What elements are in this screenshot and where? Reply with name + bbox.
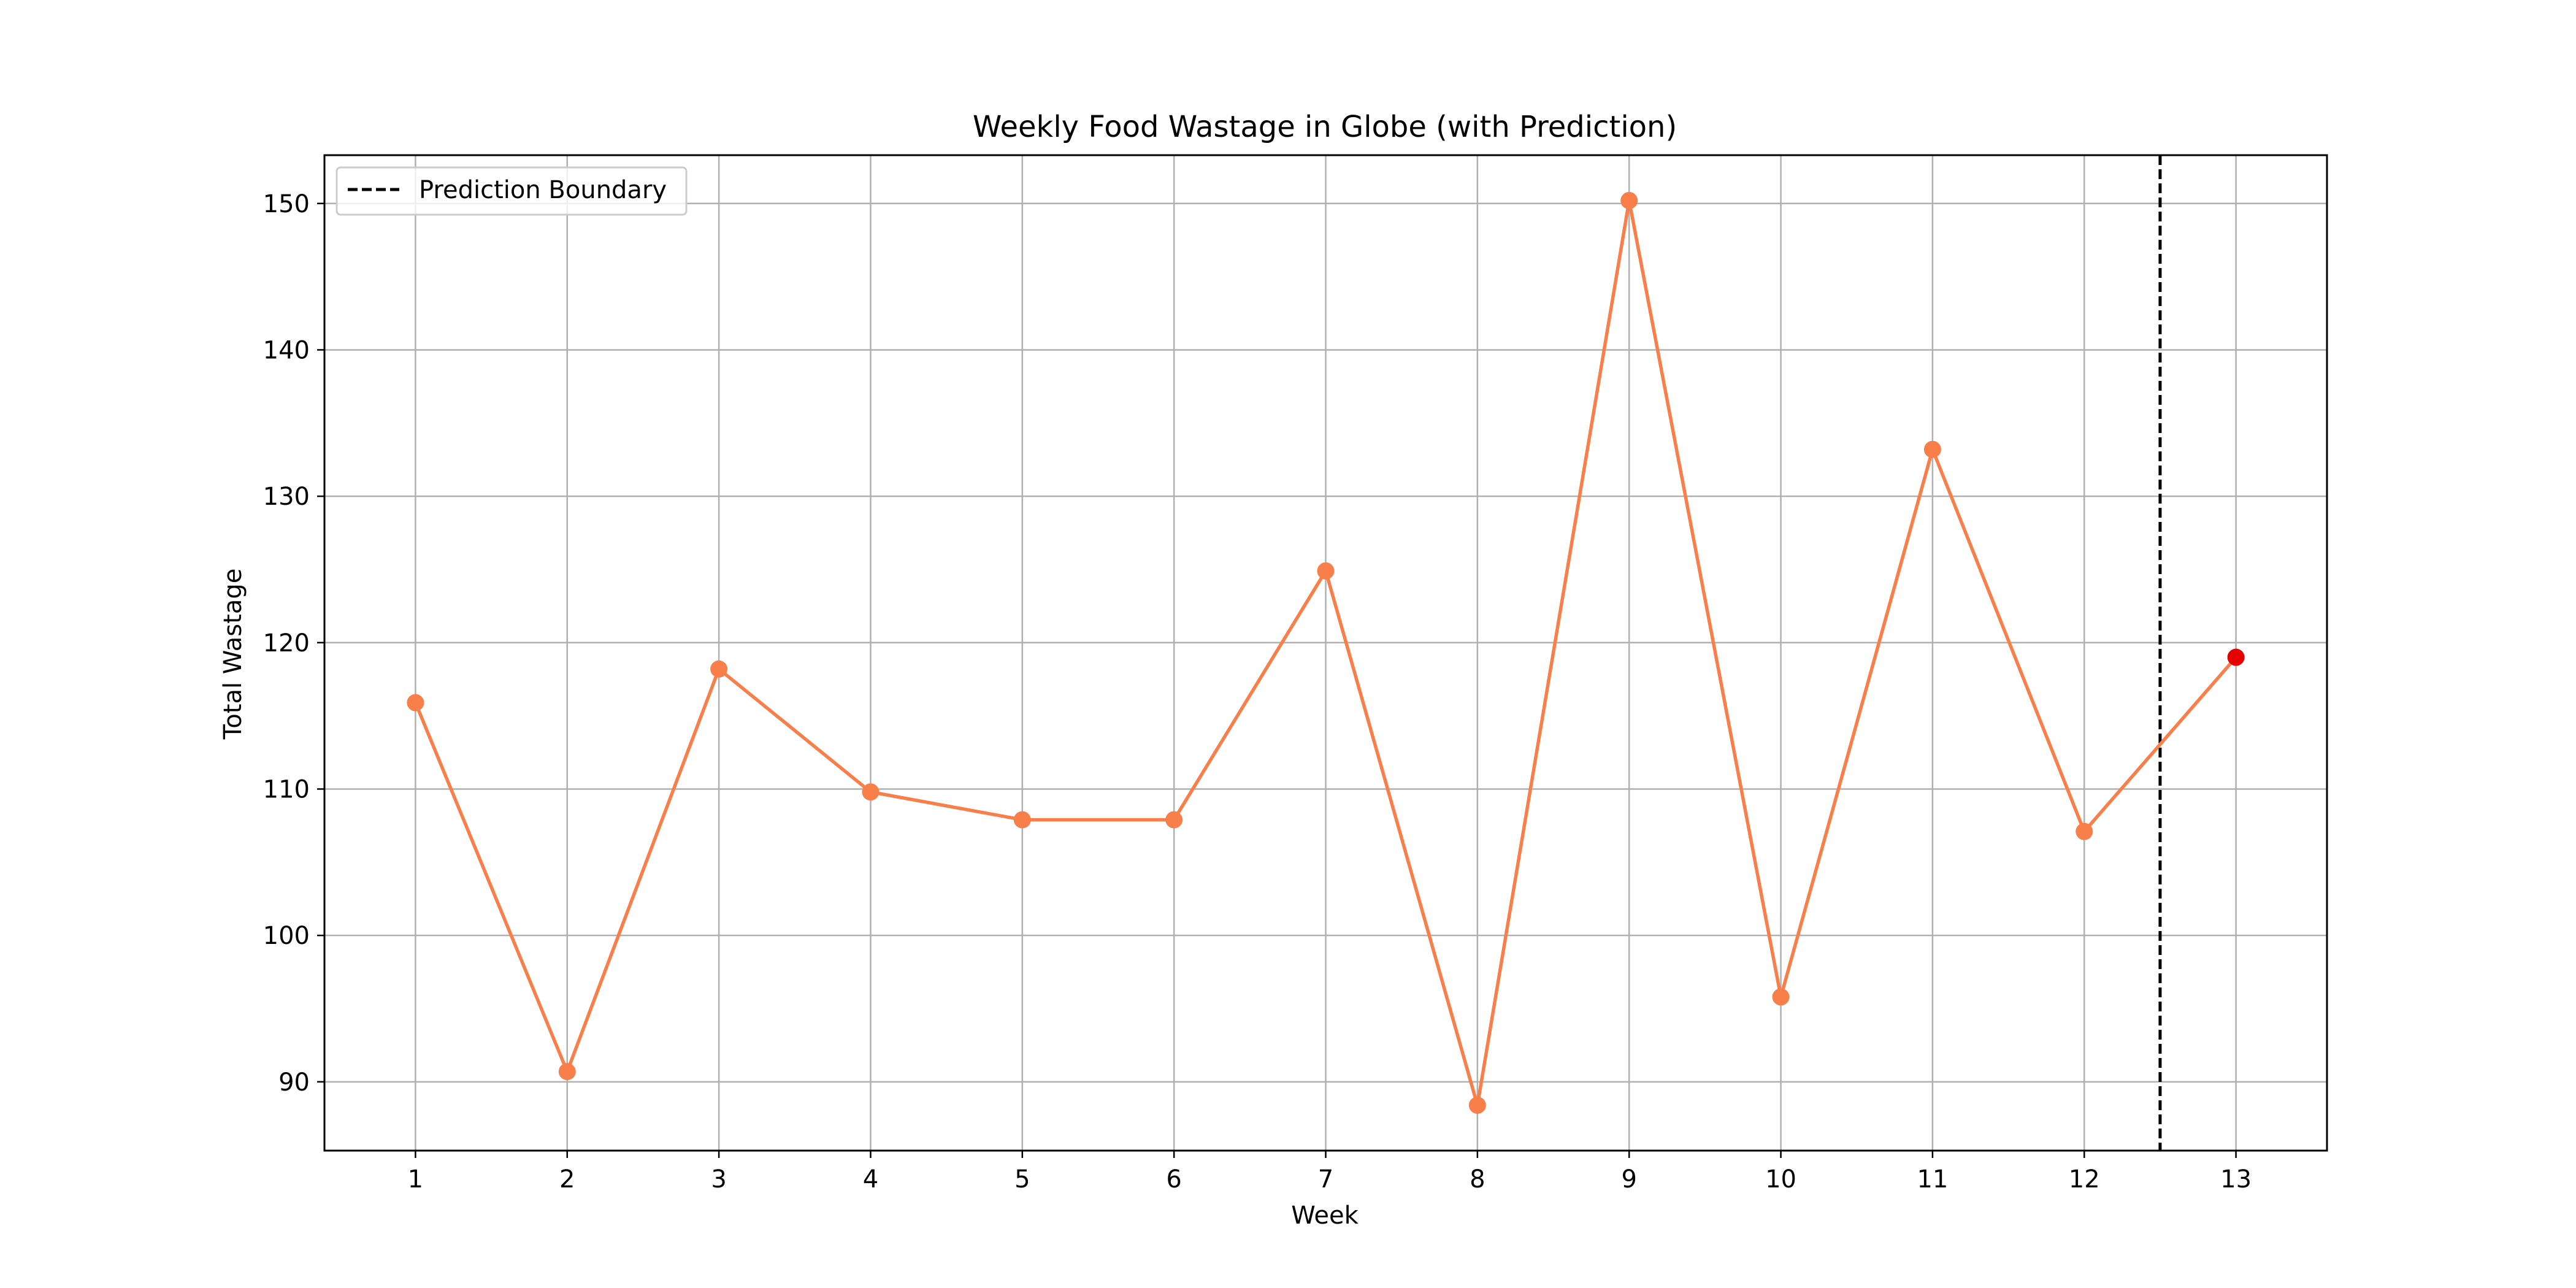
series-layer <box>407 191 2245 1114</box>
y-tick-label: 90 <box>278 1068 310 1097</box>
y-tick-label: 150 <box>263 190 310 218</box>
y-tick-label: 110 <box>263 775 310 803</box>
data-point <box>2076 822 2093 840</box>
x-tick-label: 2 <box>559 1165 575 1194</box>
data-point <box>862 783 880 801</box>
x-tick-label: 10 <box>1765 1165 1796 1194</box>
data-point <box>1620 191 1638 209</box>
data-point <box>1013 811 1031 829</box>
x-tick-label: 5 <box>1014 1165 1030 1194</box>
y-tick-label: 130 <box>263 483 310 511</box>
x-tick-label: 12 <box>2069 1165 2100 1194</box>
data-point <box>1468 1097 1486 1114</box>
predicted-point <box>2227 648 2245 666</box>
x-tick-label: 7 <box>1318 1165 1333 1194</box>
x-tick-label: 13 <box>2220 1165 2252 1194</box>
grid <box>324 155 2327 1151</box>
y-tick-label: 140 <box>263 336 310 364</box>
x-tick-label: 1 <box>408 1165 423 1194</box>
data-point <box>407 694 424 711</box>
data-point <box>1772 988 1790 1006</box>
data-point <box>1165 811 1183 829</box>
x-tick-label: 11 <box>1917 1165 1948 1194</box>
data-point <box>558 1063 576 1081</box>
x-axis-label: Week <box>1291 1202 1359 1230</box>
data-point <box>1317 562 1335 580</box>
x-tick-label: 9 <box>1621 1165 1636 1194</box>
x-tick-label: 4 <box>863 1165 878 1194</box>
data-point <box>710 660 728 678</box>
x-tick-label: 6 <box>1166 1165 1181 1194</box>
legend-box <box>335 166 688 216</box>
y-tick-label: 100 <box>263 922 310 950</box>
chart-title: Weekly Food Wastage in Globe (with Predi… <box>973 110 1677 144</box>
x-tick-label: 8 <box>1470 1165 1485 1194</box>
legend: Prediction Boundary <box>335 166 688 216</box>
data-point <box>1923 440 1941 458</box>
legend-label: Prediction Boundary <box>419 176 667 204</box>
y-tick-label: 120 <box>263 629 310 657</box>
y-axis-label: Total Wastage <box>219 569 247 740</box>
x-tick-label: 3 <box>711 1165 726 1194</box>
